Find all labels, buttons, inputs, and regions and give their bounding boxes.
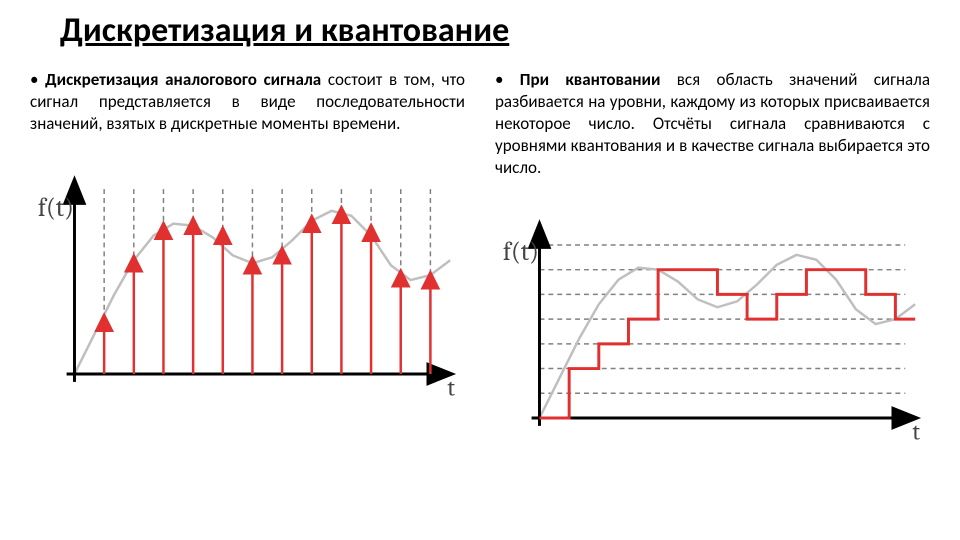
svg-text:f(t): f(t) bbox=[503, 238, 539, 267]
right-paragraph: При квантовании вся область значений сиг… bbox=[495, 69, 930, 179]
page-title: Дискретизация и квантование bbox=[60, 10, 930, 51]
right-bold: При квантовании bbox=[520, 69, 661, 90]
right-column: При квантовании вся область значений сиг… bbox=[495, 69, 930, 459]
left-column: Дискретизация аналогового сигнала состои… bbox=[30, 69, 465, 459]
quant-chart: f(t) t bbox=[495, 199, 930, 459]
svg-text:f(t): f(t) bbox=[38, 194, 74, 223]
left-bold: Дискретизация аналогового сигнала bbox=[45, 69, 321, 90]
left-paragraph: Дискретизация аналогового сигнала состои… bbox=[30, 69, 465, 135]
svg-text:t: t bbox=[447, 375, 455, 402]
svg-text:t: t bbox=[912, 419, 920, 446]
sampling-chart: f(t) t bbox=[30, 155, 465, 415]
content-columns: Дискретизация аналогового сигнала состои… bbox=[30, 69, 930, 459]
